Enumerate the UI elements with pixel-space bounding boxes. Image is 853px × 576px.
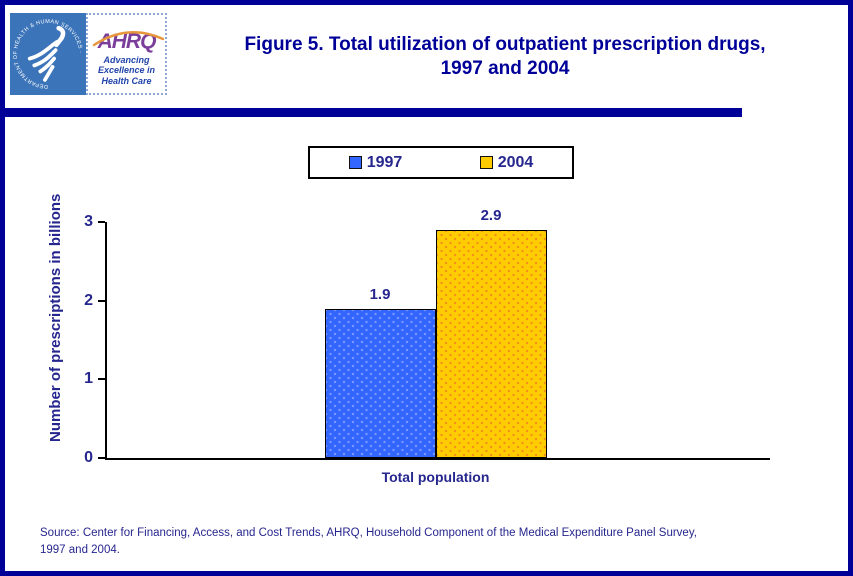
y-tick-label-3: 3 <box>84 213 93 230</box>
legend-entry-1997: 1997 <box>348 153 403 172</box>
ahrq-logo: AHRQ Advancing Excellence in Health Care <box>86 13 167 95</box>
y-tick-mark-3 <box>98 221 105 223</box>
y-tick-mark-1 <box>98 378 105 381</box>
ahrq-arc-icon <box>92 31 165 47</box>
legend-label-2004: 2004 <box>497 153 534 171</box>
x-axis-category-label: Total population <box>381 469 490 485</box>
hhs-eagle-icon: DEPARTMENT OF HEALTH & HUMAN SERVICES · … <box>10 13 86 92</box>
legend-entry-2004: 2004 <box>479 153 534 172</box>
legend-swatch-1997 <box>348 156 362 169</box>
figure-title: Figure 5. Total utilization of outpatien… <box>165 33 845 81</box>
y-tick-mark-2 <box>98 299 105 302</box>
y-axis-title: Number of prescriptions in billions <box>47 193 64 443</box>
source-note-line2: 1997 and 2004. <box>40 544 120 556</box>
figure-title-line2: 1997 and 2004 <box>440 58 570 79</box>
bar-value-label-2004: 2.9 <box>480 206 502 224</box>
agency-logo-block: DEPARTMENT OF HEALTH & HUMAN SERVICES · … <box>10 13 167 95</box>
bar-2004 <box>435 229 547 458</box>
header-divider-bar <box>5 108 742 117</box>
y-tick-label-2: 2 <box>84 291 93 309</box>
source-note-line1: Source: Center for Financing, Access, an… <box>40 527 697 539</box>
source-note: Source: Center for Financing, Access, an… <box>40 525 830 559</box>
ahrq-tagline: Advancing Excellence in Health Care <box>97 54 156 86</box>
y-tick-label-0: 0 <box>84 449 93 466</box>
bar-1997 <box>324 308 436 458</box>
y-tick-label-1: 1 <box>84 370 93 388</box>
legend-label-1997: 1997 <box>366 153 403 171</box>
bar-value-label-1997: 1.9 <box>369 285 391 303</box>
legend-swatch-2004 <box>479 156 493 169</box>
plot-area: Total population 0 1 2 3 1.9 2.9 <box>84 207 770 485</box>
hhs-logo: DEPARTMENT OF HEALTH & HUMAN SERVICES · … <box>10 13 86 95</box>
y-tick-mark-0 <box>98 457 105 459</box>
figure-title-line1: Figure 5. Total utilization of outpatien… <box>244 34 766 55</box>
chart-legend: 1997 2004 <box>308 146 574 179</box>
